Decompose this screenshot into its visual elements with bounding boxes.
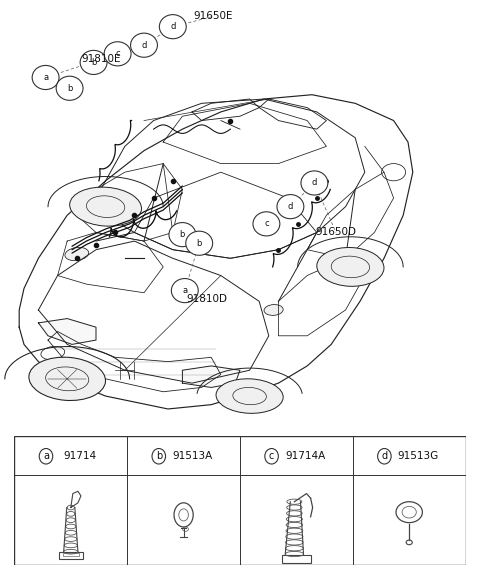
Text: a: a	[43, 73, 48, 82]
Circle shape	[277, 195, 304, 219]
Circle shape	[186, 231, 213, 255]
Text: b: b	[91, 58, 96, 67]
Text: 91714: 91714	[63, 451, 96, 461]
Polygon shape	[38, 319, 96, 344]
Text: d: d	[288, 202, 293, 211]
Bar	[59, 552, 83, 559]
Text: d: d	[381, 451, 387, 461]
Polygon shape	[182, 366, 240, 387]
Bar	[63, 553, 79, 556]
Text: 91513A: 91513A	[172, 451, 213, 461]
Circle shape	[265, 448, 278, 464]
Circle shape	[152, 448, 166, 464]
Text: 91650D: 91650D	[315, 227, 357, 238]
Circle shape	[253, 212, 280, 236]
Text: d: d	[170, 22, 176, 31]
Circle shape	[56, 76, 83, 100]
Circle shape	[80, 51, 107, 75]
Ellipse shape	[264, 305, 283, 315]
Text: c: c	[115, 49, 120, 59]
Text: b: b	[67, 84, 72, 93]
Text: d: d	[141, 41, 147, 50]
Ellipse shape	[216, 379, 283, 413]
Circle shape	[39, 448, 53, 464]
Circle shape	[169, 223, 196, 247]
Circle shape	[159, 15, 186, 39]
Text: 91650E: 91650E	[194, 11, 233, 21]
Text: a: a	[182, 286, 187, 295]
Text: a: a	[43, 451, 49, 461]
Ellipse shape	[70, 187, 142, 226]
Circle shape	[131, 33, 157, 57]
Circle shape	[171, 278, 198, 302]
Text: c: c	[269, 451, 274, 461]
Text: 91810E: 91810E	[81, 55, 120, 64]
Text: 91714A: 91714A	[285, 451, 325, 461]
Text: b: b	[196, 239, 202, 248]
Text: 91513G: 91513G	[397, 451, 439, 461]
Circle shape	[301, 171, 328, 195]
Circle shape	[104, 42, 131, 66]
Text: b: b	[156, 451, 162, 461]
Ellipse shape	[29, 357, 106, 401]
Circle shape	[32, 65, 59, 90]
Ellipse shape	[317, 247, 384, 286]
Bar	[282, 555, 311, 563]
Text: 91810D: 91810D	[186, 294, 227, 304]
Circle shape	[378, 448, 391, 464]
Text: c: c	[264, 219, 269, 228]
Text: b: b	[180, 230, 185, 239]
Text: d: d	[312, 179, 317, 188]
Ellipse shape	[65, 247, 89, 261]
